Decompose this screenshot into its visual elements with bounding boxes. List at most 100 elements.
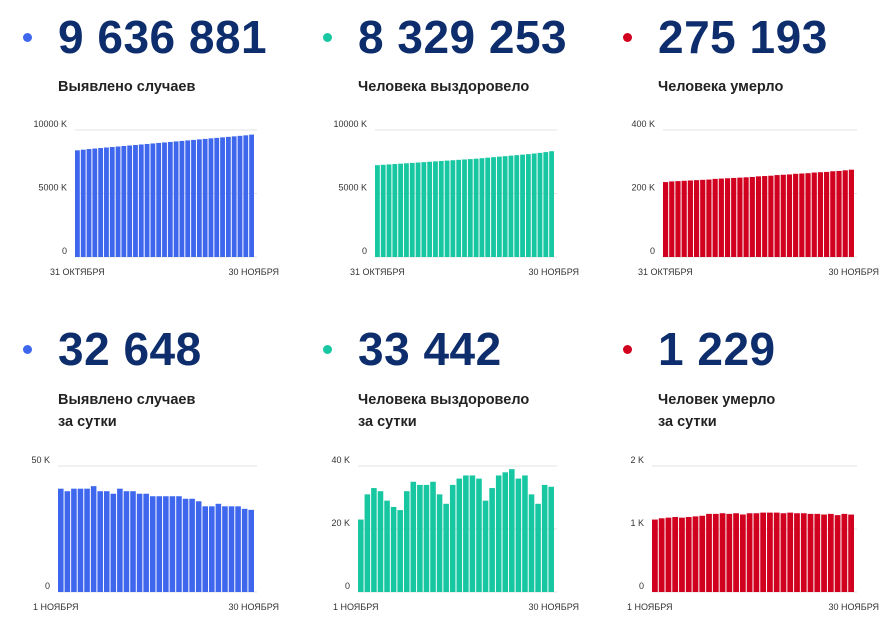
panel-total-recovered: 8 329 253 Человека выздоровело 0 5000 K 10… [300,0,590,300]
bar [392,164,398,257]
bar [496,156,502,257]
x-end-label: 30 НОЯБРЯ [228,602,279,612]
bar [692,516,699,592]
bar [202,506,209,592]
total-label: Выявлено случаев [58,76,195,98]
bar [358,519,364,592]
bar [176,496,182,592]
bar [469,475,476,592]
bar [169,496,176,592]
label-line-1: Человек умерло [658,392,776,408]
x-end-label: 30 НОЯБРЯ [828,602,879,612]
bar [222,506,228,592]
bar-chart: 0 1 K 2 K 1 НОЯБРЯ 30 НОЯБРЯ [627,455,879,612]
bar [780,513,787,592]
bar [817,172,824,257]
bar [195,501,202,592]
label-line-1: Выявлено случаев [58,392,196,408]
bar [163,496,169,592]
bar [799,173,805,257]
x-end-label: 30 НОЯБРЯ [528,267,579,277]
bar [398,163,404,257]
bar [749,176,755,257]
bar [71,488,77,592]
bar [760,512,767,592]
total-label: Человека выздоровело [358,76,529,98]
bar [663,182,669,257]
bar [675,181,681,257]
bar [841,513,848,592]
bar [834,515,841,592]
bar [549,151,554,257]
bar [753,513,760,592]
bar [231,136,237,257]
bar [427,161,433,257]
x-end-label: 30 НОЯБРЯ [228,267,279,277]
bar [143,493,149,592]
bar [179,140,185,257]
bar [793,173,799,257]
bar [438,160,444,257]
bar [403,491,410,592]
bar [456,478,463,592]
bar [417,484,423,592]
bar [706,179,712,257]
bar-chart: 0 20 K 40 K 1 НОЯБРЯ 30 НОЯБРЯ [331,455,579,612]
x-start-label: 31 ОКТЯБРЯ [350,267,405,277]
bar [136,493,143,592]
bar [456,159,462,257]
bar [476,478,482,592]
bar [525,154,531,257]
bar [138,144,144,257]
bar [421,162,427,257]
bar [726,513,733,592]
bar [115,146,121,257]
bar [794,513,800,592]
y-tick-label: 0 [345,581,350,591]
bar [371,488,377,592]
bar [167,141,173,257]
series-dot [323,345,332,354]
bar [739,514,746,592]
bar [202,138,208,257]
x-end-label: 30 НОЯБРЯ [528,602,579,612]
bar [58,488,64,592]
bar [97,491,103,592]
bar [768,175,774,257]
bar [780,174,786,257]
bar [733,513,739,592]
bar [700,179,706,257]
bar [228,506,235,592]
bar [509,469,515,592]
daily-label: Выявлено случаев за сутки [58,389,195,433]
bar [449,484,456,592]
bar [121,146,127,257]
bar [133,144,138,257]
bar [548,486,554,592]
bar [90,486,97,592]
total-label: Человека умерло [658,76,783,98]
bar [658,518,665,592]
y-tick-label: 5000 K [338,183,367,193]
bar [433,161,438,257]
bar [444,160,450,257]
bar [415,162,421,257]
bar [699,515,706,592]
bar [495,475,502,592]
bar [104,147,109,257]
y-tick-label: 0 [650,246,655,256]
bar [397,510,403,592]
bar [814,513,821,592]
x-start-label: 1 НОЯБРЯ [627,602,673,612]
bar [679,517,685,592]
bar [103,491,110,592]
bar [173,141,179,257]
bar [508,155,514,257]
x-start-label: 1 НОЯБРЯ [333,602,379,612]
bar [191,139,196,257]
bar [225,136,231,257]
bar [220,137,225,257]
label-line-1: Выявлено случаев [58,79,196,95]
bar [718,178,724,257]
bar [144,143,150,257]
